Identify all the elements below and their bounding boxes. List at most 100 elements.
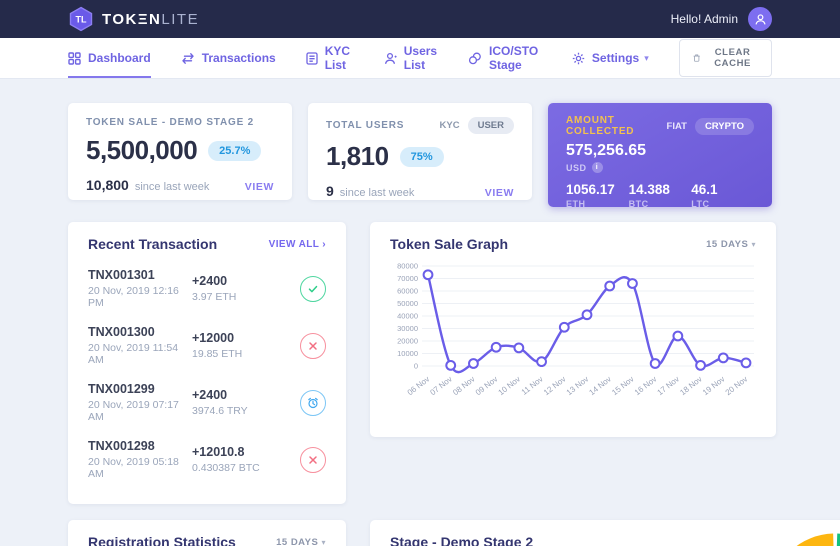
- panel-title: Stage - Demo Stage 2: [390, 534, 534, 546]
- view-all-link[interactable]: VIEW ALL ›: [268, 238, 326, 250]
- coins-icon: [468, 52, 481, 64]
- stats-row: TOKEN SALE - DEMO STAGE 2 5,500,000 25.7…: [68, 103, 772, 209]
- tx-crypto: 0.430387 BTC: [192, 462, 260, 474]
- amount-collected-value: 575,256.65: [566, 142, 647, 159]
- card-title: AMOUNT COLLECTED: [566, 115, 635, 137]
- tx-date: 20 Nov, 2019 07:17 AM: [88, 399, 179, 423]
- svg-text:50000: 50000: [397, 299, 418, 308]
- btc-value: 14.388: [628, 182, 670, 197]
- chevron-down-icon: ▾: [321, 537, 326, 546]
- delta-label: since last week: [339, 187, 415, 199]
- nav-item-users-list[interactable]: Users List: [384, 38, 438, 78]
- nav-label: Transactions: [201, 51, 276, 65]
- svg-text:08 Nov: 08 Nov: [451, 374, 477, 397]
- ltc-label: LTC: [691, 199, 710, 209]
- token-sale-view-link[interactable]: VIEW: [244, 181, 274, 193]
- svg-text:20 Nov: 20 Nov: [724, 374, 750, 397]
- panel-title: Token Sale Graph: [390, 236, 508, 252]
- recent-transactions-panel: Recent Transaction VIEW ALL › TNX001301 …: [68, 222, 346, 504]
- user-icon: [384, 52, 397, 64]
- card-title: TOKEN SALE - DEMO STAGE 2: [86, 117, 254, 128]
- tx-date: 20 Nov, 2019 11:54 AM: [88, 342, 179, 366]
- svg-text:70000: 70000: [397, 274, 418, 283]
- list-icon: [306, 51, 318, 65]
- token-sale-line-chart: 0 10000 20000 30000 40000 50000 60000 70000 8000…: [397, 262, 754, 397]
- tx-id: TNX001299: [88, 382, 155, 396]
- kyc-toggle[interactable]: KYC: [439, 120, 460, 131]
- tx-id: TNX001301: [88, 268, 155, 282]
- main-nav: Dashboard Transactions KYC List Users Li…: [0, 38, 840, 79]
- svg-text:15 Nov: 15 Nov: [610, 374, 636, 397]
- token-sale-percent-badge: 25.7%: [208, 140, 262, 161]
- info-icon[interactable]: i: [591, 162, 603, 173]
- range-dropdown[interactable]: 15 DAYS ▾: [276, 536, 326, 546]
- greeting-text: Hello! Admin: [670, 12, 738, 26]
- svg-text:07 Nov: 07 Nov: [428, 374, 454, 397]
- status-failed-icon: [300, 332, 326, 359]
- panel-title: Registration Statistics: [88, 534, 236, 546]
- tx-crypto: 19.85 ETH: [192, 348, 243, 360]
- nav-item-transactions[interactable]: Transactions: [181, 38, 276, 78]
- svg-text:06 Nov: 06 Nov: [406, 374, 432, 397]
- transaction-row[interactable]: TNX001299 20 Nov, 2019 07:17 AM +2400 39…: [88, 374, 326, 431]
- chevron-down-icon: ▾: [644, 52, 649, 63]
- svg-text:40000: 40000: [397, 312, 418, 321]
- stage-donut-chart: 5,500,000 TLE: [762, 526, 840, 546]
- transaction-row[interactable]: TNX001301 20 Nov, 2019 12:16 PM +2400 3.…: [88, 260, 326, 317]
- currency-label: USD: [566, 162, 587, 173]
- card-token-sale: TOKEN SALE - DEMO STAGE 2 5,500,000 25.7…: [68, 103, 292, 200]
- chevron-down-icon: ▾: [751, 239, 756, 249]
- tx-crypto: 3974.6 TRY: [192, 405, 248, 417]
- range-dropdown[interactable]: 15 DAYS ▾: [706, 238, 756, 250]
- tx-id: TNX001300: [88, 325, 155, 339]
- crypto-toggle[interactable]: CRYPTO: [694, 117, 754, 135]
- token-sale-delta: 10,800: [86, 177, 129, 193]
- tx-amount: +12010.8: [192, 445, 245, 459]
- svg-text:30000: 30000: [397, 324, 418, 333]
- tx-amount: +12000: [192, 331, 235, 345]
- nav-item-dashboard[interactable]: Dashboard: [68, 38, 151, 78]
- svg-text:14 Nov: 14 Nov: [587, 374, 613, 397]
- panel-title: Recent Transaction: [88, 236, 218, 252]
- svg-text:16 Nov: 16 Nov: [633, 374, 659, 397]
- tx-amount: +2400: [192, 388, 228, 402]
- transaction-row[interactable]: TNX001298 20 Nov, 2019 05:18 AM +12010.8…: [88, 431, 326, 488]
- eth-label: ETH: [566, 199, 586, 209]
- total-users-delta: 9: [326, 183, 334, 199]
- tx-date: 20 Nov, 2019 12:16 PM: [88, 285, 179, 309]
- svg-text:20000: 20000: [397, 337, 418, 346]
- status-success-icon: [300, 275, 326, 302]
- svg-text:80000: 80000: [397, 262, 418, 271]
- delta-label: since last week: [134, 181, 210, 193]
- nav-item-kyc-list[interactable]: KYC List: [306, 38, 354, 78]
- stage-panel: Stage - Demo Stage 2 Total 5,500,000 Sol…: [370, 520, 840, 546]
- transaction-row[interactable]: TNX001300 20 Nov, 2019 11:54 AM +12000 1…: [88, 317, 326, 374]
- card-title: TOTAL USERS: [326, 120, 405, 131]
- svg-text:09 Nov: 09 Nov: [474, 374, 500, 397]
- fiat-toggle[interactable]: FIAT: [666, 120, 687, 132]
- svg-text:0: 0: [414, 362, 418, 371]
- btc-label: BTC: [628, 199, 649, 209]
- brand-name: TOKΞNLITE: [102, 10, 200, 28]
- status-failed-icon: [300, 446, 326, 473]
- nav-label: ICO/STO Stage: [489, 44, 539, 72]
- gear-icon: [572, 52, 585, 64]
- svg-text:TL: TL: [76, 15, 87, 25]
- swap-icon: [181, 52, 194, 64]
- user-toggle[interactable]: USER: [467, 117, 514, 134]
- person-icon: [754, 13, 766, 25]
- user-avatar[interactable]: [748, 7, 772, 31]
- eth-value: 1056.17: [566, 182, 615, 197]
- brand-logo[interactable]: TL TOKΞNLITE: [68, 6, 199, 32]
- nav-item-settings[interactable]: Settings ▾: [572, 38, 649, 78]
- tokenlite-logo-icon: TL: [69, 6, 93, 32]
- clear-cache-button[interactable]: CLEAR CACHE: [678, 39, 772, 77]
- donut-svg: [769, 533, 840, 546]
- nav-item-ico-sto-stage[interactable]: ICO/STO Stage: [468, 38, 542, 78]
- svg-text:13 Nov: 13 Nov: [565, 374, 591, 397]
- token-sale-graph-panel: Token Sale Graph 15 DAYS ▾ 0 10000 20000 30…: [370, 222, 776, 437]
- svg-text:18 Nov: 18 Nov: [678, 374, 704, 397]
- total-users-view-link[interactable]: VIEW: [484, 187, 514, 199]
- trash-icon: [693, 54, 700, 62]
- ltc-value: 46.1: [691, 182, 718, 197]
